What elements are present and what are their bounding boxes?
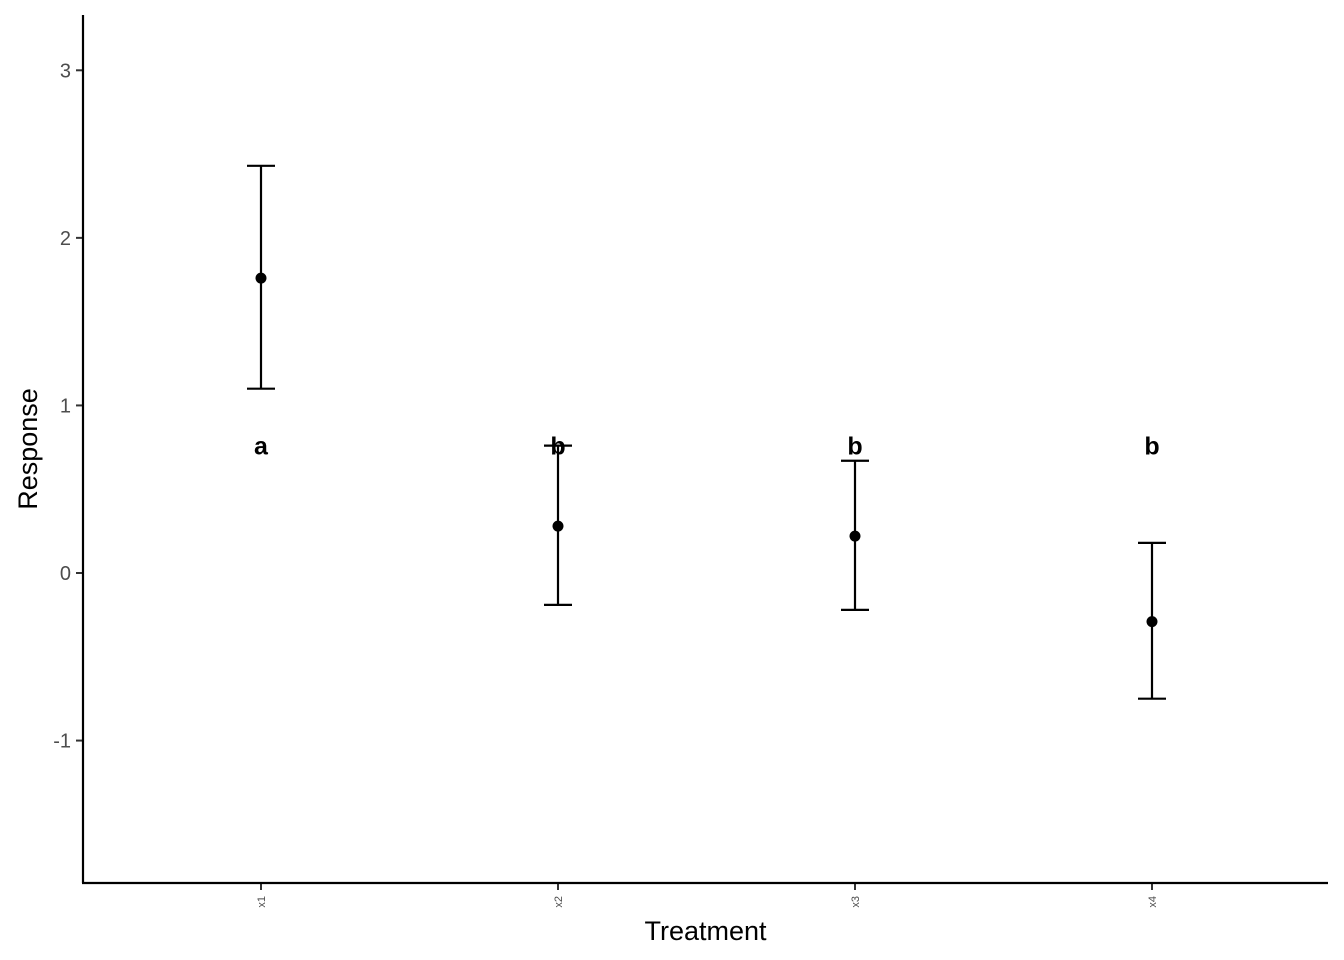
x-tick-label: x2 <box>553 896 565 908</box>
y-tick-label: 1 <box>60 395 71 417</box>
x-axis-ticks: x1 x2 x3 x4 <box>256 883 1159 908</box>
x-tick-label: x4 <box>1147 896 1159 908</box>
mean-point-x1 <box>255 272 267 284</box>
x-tick-label: x3 <box>850 896 862 908</box>
mean-point-x4 <box>1146 616 1158 628</box>
y-axis-ticks: -1 0 1 2 3 <box>53 60 83 753</box>
x-axis-title: Treatment <box>644 916 767 946</box>
y-tick-label: -1 <box>53 731 71 753</box>
mean-point-x3 <box>849 530 861 542</box>
y-tick-label: 3 <box>60 60 71 82</box>
mean-point-x2 <box>552 520 564 532</box>
y-tick-label: 0 <box>60 563 71 585</box>
group-letter-x2: b <box>550 433 565 461</box>
y-axis-title: Response <box>13 388 43 510</box>
y-tick-label: 2 <box>60 228 71 250</box>
group-letter-x4: b <box>1144 433 1159 461</box>
group-letter-x1: a <box>254 433 269 461</box>
x-tick-label: x1 <box>256 896 268 908</box>
group-letter-x3: b <box>847 433 862 461</box>
